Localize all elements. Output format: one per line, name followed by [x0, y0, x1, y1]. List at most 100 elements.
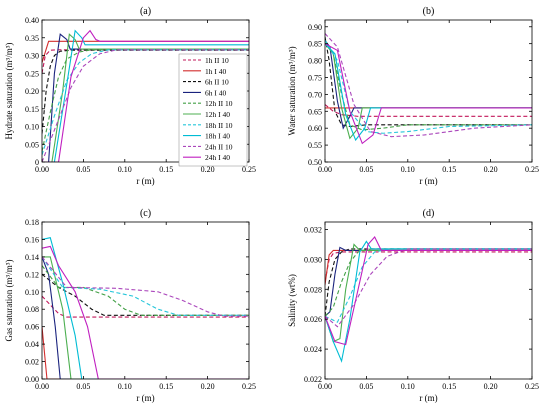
y-tick-label: 0.024: [304, 345, 322, 354]
x-tick-label: 0.05: [359, 382, 373, 391]
series-line: [42, 295, 249, 318]
y-tick-label: 0.022: [304, 375, 322, 384]
y-tick-label: 0.55: [308, 141, 322, 150]
x-tick-label: 0.05: [76, 165, 90, 174]
series-line: [325, 235, 532, 346]
y-tick-label: 0.50: [308, 158, 322, 167]
y-tick-label: 0.75: [308, 73, 322, 82]
y-tick-label: 0.60: [308, 124, 322, 133]
legend-entry: 6h I 40: [205, 88, 226, 97]
series-line: [325, 40, 532, 134]
legend-entry: 18h II 10: [205, 121, 233, 130]
series-line: [42, 49, 249, 156]
y-tick-label: 0: [35, 158, 39, 167]
series-lines: [42, 237, 249, 379]
x-tick-label: 0.15: [442, 165, 456, 174]
x-tick-label: 0.20: [201, 382, 215, 391]
series-line: [42, 33, 249, 162]
y-tick-label: 0.25: [25, 69, 39, 78]
x-tick-label: 0.20: [484, 165, 498, 174]
x-tick-label: 0.00: [318, 382, 332, 391]
x-axis-label: r (m): [419, 176, 437, 186]
y-tick-label: 0.032: [304, 225, 322, 234]
y-axis-label: Water saturation (m³/m³): [287, 46, 297, 135]
y-tick-label: 0.14: [25, 253, 39, 262]
legend-entry: 12h II 10: [205, 99, 233, 108]
y-tick-label: 0.65: [308, 107, 322, 116]
series-line: [42, 265, 249, 316]
chart-panel-2: (b) 0.00 0.05 0.10 0.15 0.20 0.25 0.50 0.55 0.60 0…: [287, 6, 539, 186]
x-tick-label: 0.25: [525, 382, 539, 391]
x-tick-label: 0.00: [35, 382, 49, 391]
y-tick-label: 0.80: [308, 57, 322, 66]
panel-label: (a): [140, 6, 151, 17]
series-line: [42, 49, 249, 134]
y-axis-label: Gas saturation (m³/m³): [4, 260, 14, 342]
series-line: [325, 248, 532, 317]
series-line: [325, 240, 532, 363]
series-line: [325, 246, 532, 317]
plot-frame: [324, 221, 533, 380]
series-line: [42, 245, 249, 379]
series-line: [42, 49, 249, 162]
y-tick-label: 0.12: [25, 270, 39, 279]
x-tick-label: 0.15: [159, 165, 173, 174]
y-tick-label: 0.06: [25, 323, 39, 332]
series-line: [325, 43, 532, 145]
x-tick-label: 0.10: [118, 165, 132, 174]
series-line: [325, 36, 532, 128]
y-tick-label: 0.10: [25, 123, 39, 132]
y-tick-label: 0.15: [25, 105, 39, 114]
x-tick-label: 0.05: [359, 165, 373, 174]
legend-box: [178, 53, 248, 167]
y-tick-label: 0.70: [308, 90, 322, 99]
series-line: [325, 43, 532, 140]
series-line: [42, 256, 249, 316]
x-axis-label: r (m): [136, 393, 154, 403]
series-lines: [325, 33, 532, 145]
series-lines: [325, 235, 532, 363]
y-tick-label: 0.00: [25, 375, 39, 384]
x-tick-label: 0.10: [401, 165, 415, 174]
panel-label: (d): [423, 208, 435, 219]
series-line: [325, 33, 532, 138]
legend-entry: 24h II 10: [205, 142, 233, 151]
y-tick-label: 0.026: [304, 315, 322, 324]
series-line: [42, 49, 249, 152]
x-tick-label: 0.20: [484, 382, 498, 391]
x-axis-label: r (m): [419, 393, 437, 403]
x-tick-label: 0.25: [242, 165, 256, 174]
series-line: [42, 29, 249, 162]
x-tick-label: 0.25: [525, 165, 539, 174]
chart-panel-4: (d) 0.00 0.05 0.10 0.15 0.20 0.25 0.022 0.024 0.0…: [287, 208, 539, 403]
series-lines: [42, 29, 249, 162]
series-line: [325, 248, 532, 317]
legend-entry: 18h I 40: [205, 132, 230, 141]
legend-entry: 24h I 40: [205, 153, 230, 162]
y-tick-label: 0.30: [25, 52, 39, 61]
x-tick-label: 0.15: [159, 382, 173, 391]
y-tick-label: 0.85: [308, 40, 322, 49]
series-line: [325, 248, 532, 323]
y-tick-label: 0.16: [25, 235, 39, 244]
panel-label: (c): [140, 208, 151, 219]
x-tick-label: 0.15: [442, 382, 456, 391]
x-tick-label: 0.00: [35, 165, 49, 174]
series-line: [42, 256, 249, 379]
y-tick-label: 0.02: [25, 358, 39, 367]
y-tick-label: 0.40: [25, 16, 39, 25]
series-line: [42, 29, 249, 162]
x-tick-label: 0.20: [201, 165, 215, 174]
x-tick-label: 0.00: [318, 165, 332, 174]
y-tick-label: 0.04: [25, 340, 39, 349]
chart-panel-3: (c) 0.00 0.05 0.10 0.15 0.20 0.25 0.00 0.02 0.04 0…: [4, 208, 256, 403]
legend-entry: 6h II 10: [205, 78, 229, 87]
y-tick-label: 0.030: [304, 255, 322, 264]
y-tick-label: 0.10: [25, 288, 39, 297]
series-line: [325, 43, 532, 142]
y-tick-label: 0.08: [25, 305, 39, 314]
y-tick-label: 0.05: [25, 140, 39, 149]
